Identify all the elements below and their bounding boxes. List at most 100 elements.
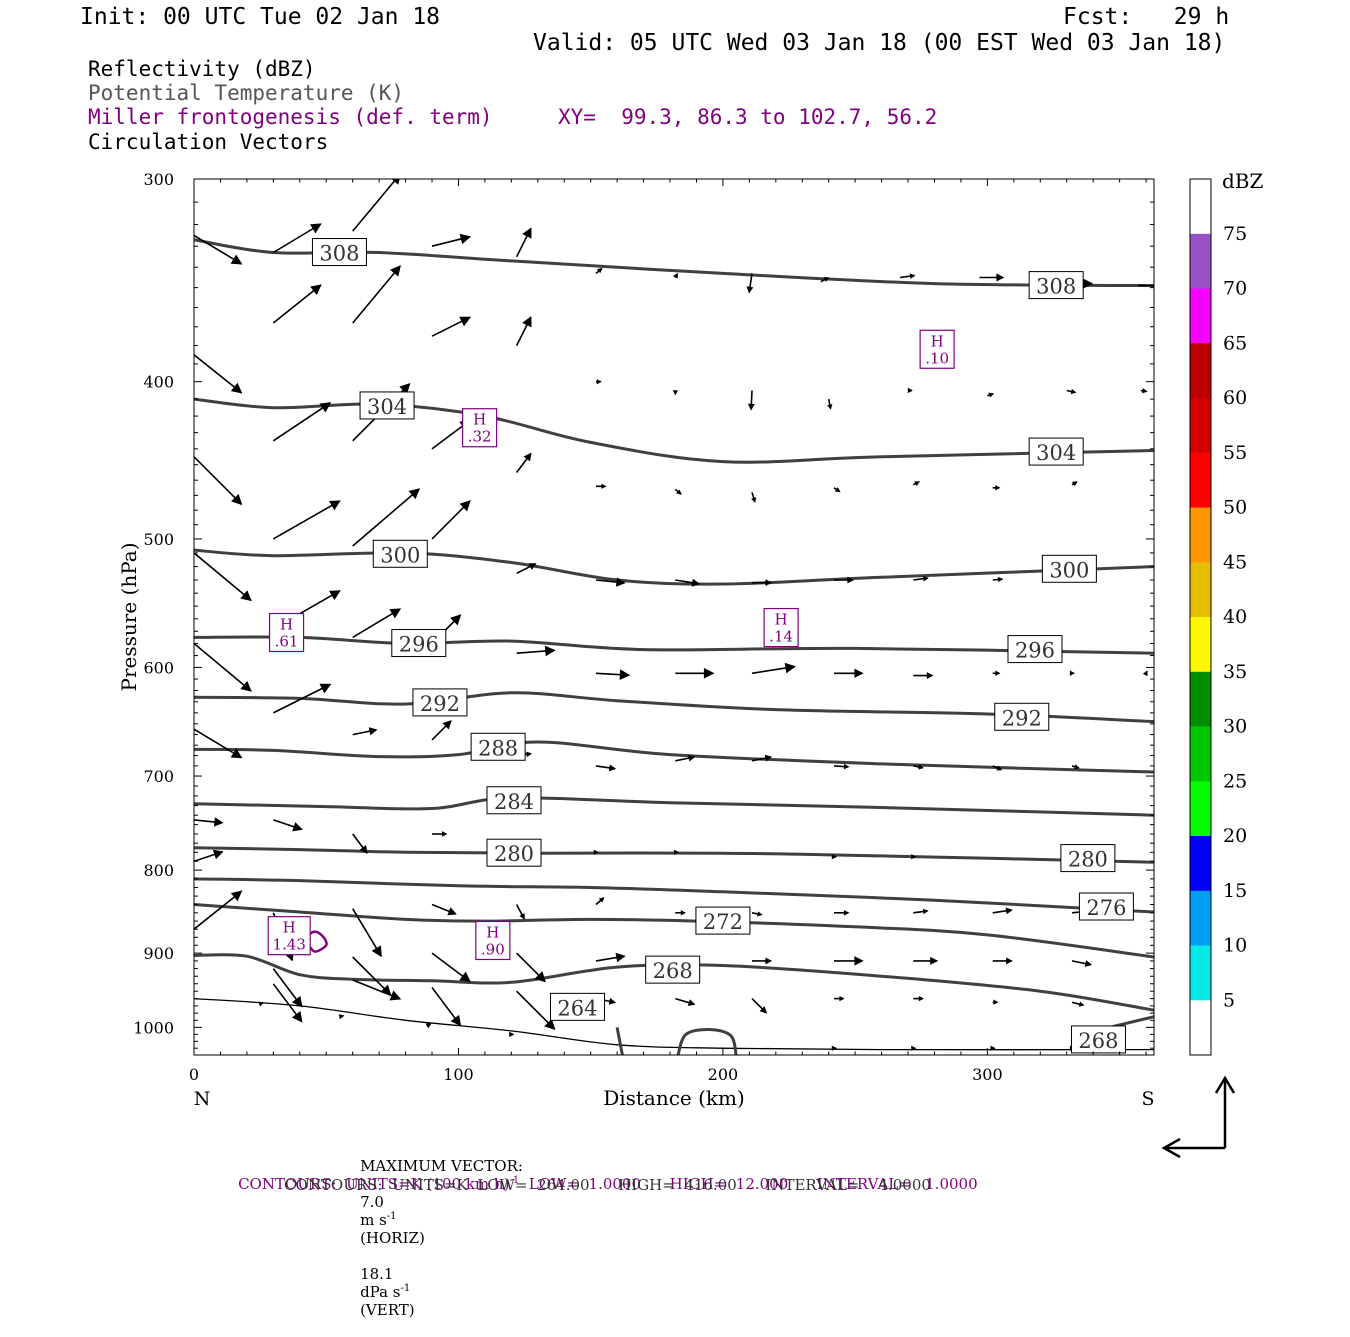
circulation-vector	[272, 683, 332, 714]
circulation-vector	[992, 957, 1013, 965]
circulation-vector	[833, 487, 841, 493]
circulation-vector	[272, 968, 303, 1008]
theta-label-text: 296	[399, 633, 439, 657]
circulation-vector	[352, 979, 402, 1001]
circulation-vector	[515, 904, 525, 920]
circulation-vector	[258, 1001, 265, 1007]
colorbar-swatch	[1190, 671, 1211, 728]
colorbar-label: 45	[1223, 551, 1247, 573]
theta-label-text: 304	[1036, 441, 1076, 465]
exp-1: -1	[386, 1211, 397, 1222]
frontogenesis-max-value: .61	[275, 633, 299, 651]
circulation-vector	[992, 999, 999, 1005]
terrain-contour-0	[615, 1027, 624, 1055]
theta-label: 268	[1070, 1025, 1126, 1054]
theta-label: 288	[470, 732, 526, 761]
circulation-vector	[675, 578, 701, 587]
circulation-vector	[987, 392, 995, 398]
colorbar-label: 65	[1223, 332, 1247, 354]
theta-label-text: 280	[1068, 848, 1108, 872]
colorbar-label: 20	[1223, 825, 1247, 847]
legend-vectors: Circulation Vectors	[88, 130, 329, 154]
frontogenesis-max-letter: H	[283, 919, 296, 937]
theta-contour-300	[194, 548, 1154, 586]
colorbar-swatch	[1190, 945, 1211, 1001]
frontogenesis-max-letter: H	[473, 411, 486, 429]
circulation-vector	[352, 179, 400, 232]
circulation-vector	[595, 669, 631, 680]
circulation-vector	[1069, 670, 1075, 676]
theta-label: 280	[1060, 844, 1116, 873]
legend-miller: Miller frontogenesis (def. term)	[88, 105, 493, 129]
theta-label-text: 304	[367, 395, 407, 419]
colorbar-label: 10	[1223, 935, 1247, 957]
circulation-vector	[516, 645, 556, 657]
max-vector-vert-value: 18.1	[360, 1265, 394, 1283]
frontogenesis-max: H.10	[919, 329, 955, 369]
south-label: S	[1141, 1088, 1154, 1110]
theta-label-text: 284	[494, 790, 534, 814]
circulation-vector	[272, 402, 332, 442]
y-tick-label: 900	[143, 944, 174, 963]
circulation-vector	[672, 390, 678, 396]
circulation-vector	[431, 316, 471, 337]
circulation-vector	[431, 720, 452, 741]
frontogenesis-max: H.61	[268, 612, 305, 653]
colorbar-label: 55	[1223, 442, 1247, 464]
circulation-vector	[194, 354, 243, 394]
legend-theta: Potential Temperature (K)	[88, 81, 405, 105]
theta-contour-288	[194, 740, 1154, 774]
circulation-vector	[831, 854, 838, 860]
theta-label: 304	[1028, 437, 1084, 466]
max-vector-horiz-unit: m s	[360, 1211, 387, 1229]
frontogenesis-max-letter: H	[931, 332, 944, 350]
theta-label-text: 300	[380, 543, 420, 567]
x-tick-label: 200	[708, 1065, 739, 1084]
circulation-vector	[675, 754, 696, 762]
theta-contour-284	[194, 796, 1154, 817]
circulation-vector	[907, 387, 913, 394]
contours-fgen-line: CONTOURS: UNITS=K (100 km h)-1 LOW= 1.00…	[219, 1157, 978, 1211]
theta-label-text: 268	[1078, 1029, 1118, 1053]
x-tick-label: 100	[443, 1065, 474, 1084]
y-tick-label: 500	[143, 530, 174, 549]
theta-label-text: 292	[420, 692, 460, 716]
circulation-vector	[1140, 388, 1148, 394]
max-vector-horiz-tag: (HORIZ)	[360, 1229, 425, 1247]
theta-label-text: 268	[653, 959, 693, 983]
y-tick-label: 1000	[133, 1018, 174, 1037]
circulation-vector	[273, 819, 303, 832]
theta-label: 280	[486, 838, 542, 867]
circulation-vector	[992, 576, 1004, 583]
circulation-vector	[595, 897, 605, 906]
colorbar-label: 70	[1223, 278, 1247, 300]
frontogenesis-max: H.32	[462, 408, 498, 448]
theta-label-text: 292	[1002, 706, 1042, 730]
circulation-vector	[1071, 481, 1078, 487]
circulation-vector	[911, 854, 917, 860]
colorbar-label: 35	[1223, 661, 1247, 683]
frontogenesis-max-value: .10	[925, 349, 949, 367]
circulation-vector	[751, 998, 768, 1014]
circulation-vector	[515, 316, 532, 346]
north-label: N	[194, 1088, 211, 1110]
circulation-vector	[516, 952, 546, 983]
colorbar-label: 30	[1223, 716, 1247, 738]
circulation-vector	[831, 1045, 838, 1051]
circulation-vector	[751, 662, 796, 675]
colorbar-label: 60	[1223, 387, 1247, 409]
circulation-vector	[913, 908, 929, 915]
contours-theta-line: CONTOURS: UNITS=K LOW= 264.00 HIGH= 416.…	[284, 1176, 931, 1194]
circulation-vector	[913, 956, 939, 965]
theta-label-text: 300	[1049, 558, 1089, 582]
theta-contour-264	[194, 997, 1154, 1051]
theta-label-text: 288	[478, 736, 518, 760]
circulation-vector	[194, 849, 224, 863]
y-tick-label: 800	[143, 861, 174, 880]
circulation-vector	[194, 234, 243, 265]
circulation-vector	[979, 273, 1005, 282]
circulation-vector	[516, 990, 556, 1030]
circulation-vector	[352, 488, 421, 547]
circulation-vector	[751, 492, 757, 503]
